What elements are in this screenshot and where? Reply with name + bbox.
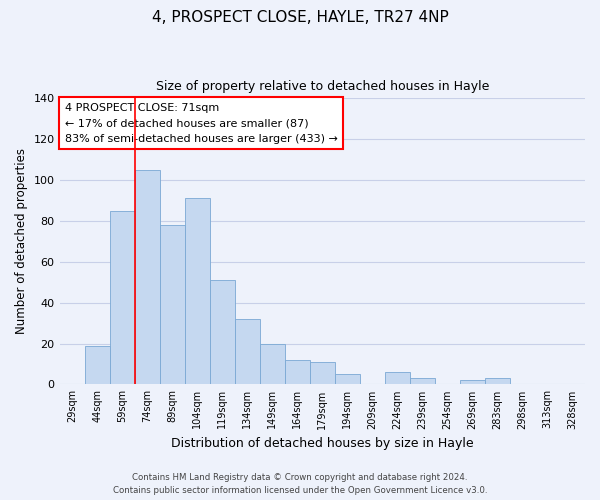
Title: Size of property relative to detached houses in Hayle: Size of property relative to detached ho… xyxy=(155,80,489,93)
Bar xyxy=(185,198,209,384)
Bar xyxy=(335,374,360,384)
Bar xyxy=(285,360,310,384)
Bar xyxy=(110,210,134,384)
Bar xyxy=(160,225,185,384)
Bar xyxy=(460,380,485,384)
X-axis label: Distribution of detached houses by size in Hayle: Distribution of detached houses by size … xyxy=(171,437,473,450)
Bar xyxy=(385,372,410,384)
Bar xyxy=(260,344,285,384)
Bar xyxy=(485,378,510,384)
Bar xyxy=(410,378,435,384)
Text: 4, PROSPECT CLOSE, HAYLE, TR27 4NP: 4, PROSPECT CLOSE, HAYLE, TR27 4NP xyxy=(152,10,448,25)
Bar xyxy=(235,319,260,384)
Text: Contains HM Land Registry data © Crown copyright and database right 2024.
Contai: Contains HM Land Registry data © Crown c… xyxy=(113,474,487,495)
Bar xyxy=(310,362,335,384)
Y-axis label: Number of detached properties: Number of detached properties xyxy=(15,148,28,334)
Text: 4 PROSPECT CLOSE: 71sqm
← 17% of detached houses are smaller (87)
83% of semi-de: 4 PROSPECT CLOSE: 71sqm ← 17% of detache… xyxy=(65,102,338,144)
Bar xyxy=(134,170,160,384)
Bar xyxy=(209,280,235,384)
Bar xyxy=(85,346,110,385)
